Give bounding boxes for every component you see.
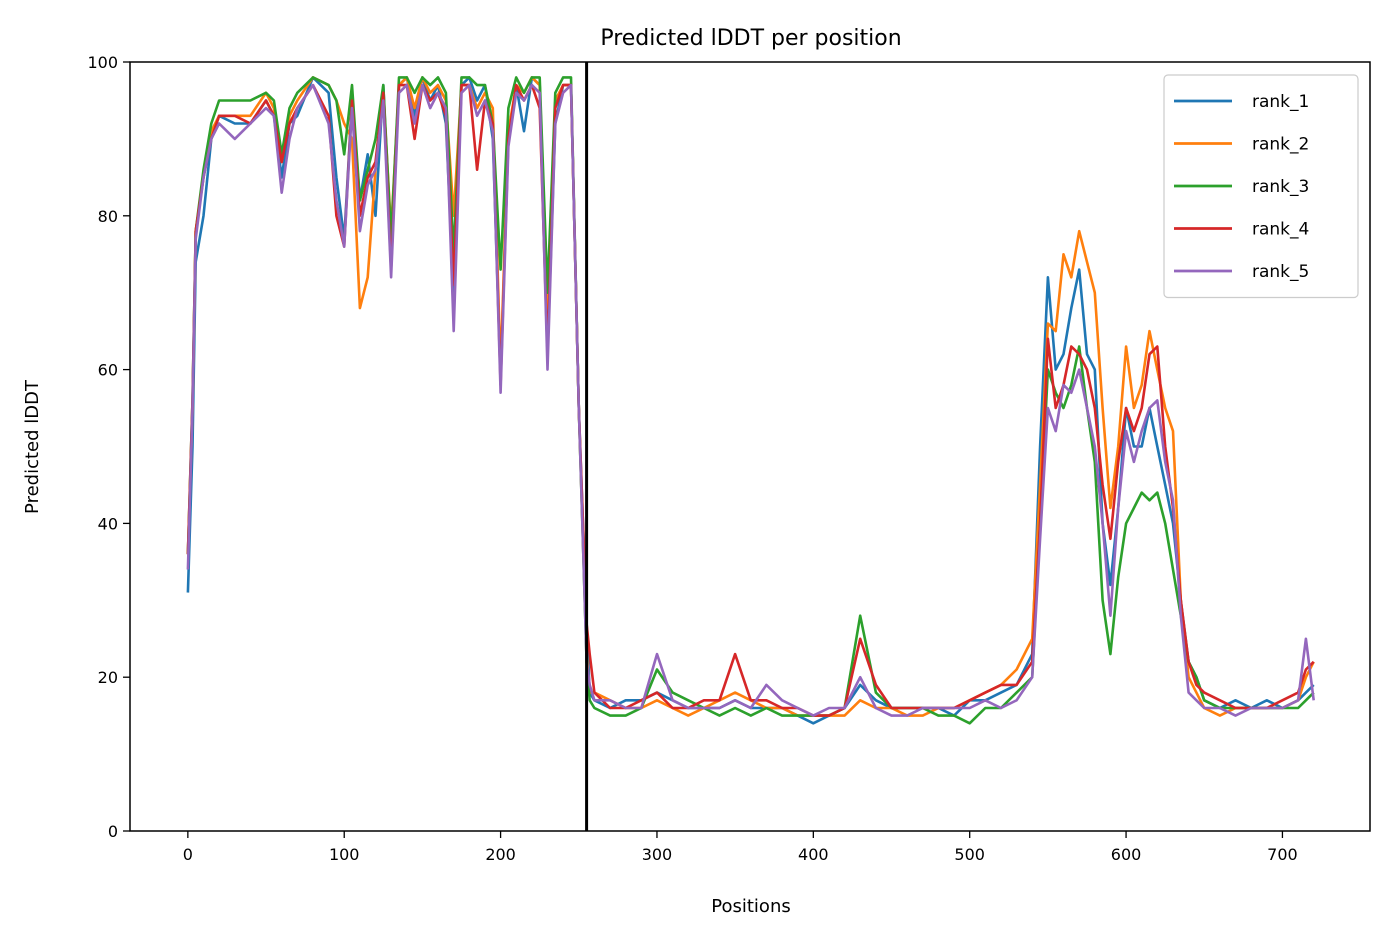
- y-tick-label: 80: [98, 207, 118, 226]
- x-axis-ticks: 0 100 200 300 400 500 600 700: [183, 831, 1298, 864]
- legend-label-rank_3: rank_3: [1252, 177, 1309, 197]
- y-axis-label: Predicted lDDT: [22, 379, 43, 514]
- x-tick-label: 100: [329, 845, 360, 864]
- x-tick-label: 300: [642, 845, 673, 864]
- legend-box: [1163, 74, 1359, 299]
- x-axis-label: Positions: [711, 896, 790, 917]
- legend-label-rank_2: rank_2: [1252, 135, 1309, 155]
- plot-frame: [129, 61, 1371, 832]
- x-tick-label: 200: [485, 845, 516, 864]
- y-tick-label: 60: [98, 361, 118, 380]
- y-tick-label: 40: [98, 514, 118, 533]
- legend: rank_1 rank_2 rank_3 rank_4 rank_5: [1163, 74, 1359, 299]
- x-tick-label: 600: [1111, 845, 1142, 864]
- legend-label-rank_5: rank_5: [1252, 262, 1309, 282]
- series-line-rank_5: [186, 83, 1315, 717]
- series-line-rank_2: [186, 76, 1315, 717]
- x-tick-label: 400: [798, 845, 829, 864]
- legend-label-rank_1: rank_1: [1252, 92, 1309, 112]
- y-tick-label: 100: [87, 53, 118, 72]
- y-tick-label: 0: [108, 822, 118, 841]
- y-axis-ticks: 0 20 40 60 80 100: [87, 53, 130, 841]
- x-tick-label: 700: [1267, 845, 1298, 864]
- series-layer: [186, 76, 1315, 725]
- y-tick-label: 20: [98, 668, 118, 687]
- chart-title: Predicted lDDT per position: [600, 26, 901, 51]
- legend-label-rank_4: rank_4: [1252, 220, 1309, 240]
- x-tick-label: 500: [954, 845, 985, 864]
- x-tick-label: 0: [183, 845, 193, 864]
